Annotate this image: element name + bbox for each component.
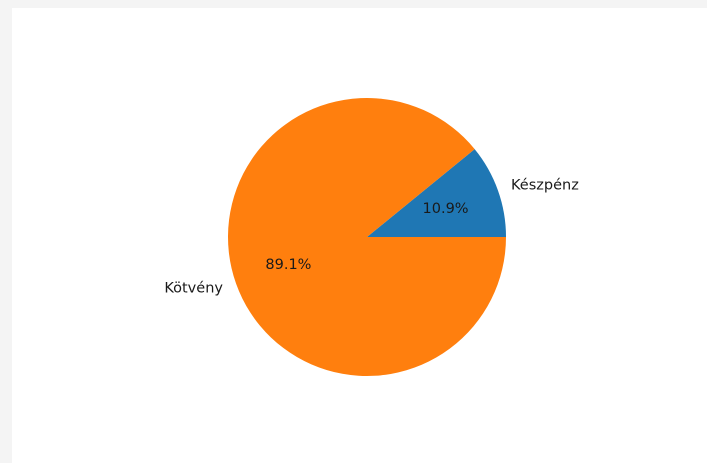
pie-percent-label: 10.9% [423,201,469,217]
pie-labels: Készpénz 10.9% Kötvény 89.1% [164,178,578,297]
pie-slice-kotveny [228,98,506,377]
pie-slice-keszpenz [367,149,506,237]
pie-category-label: Készpénz [511,178,579,194]
pie-category-label: Kötvény [164,280,223,296]
pie-percent-label: 89.1% [265,257,311,273]
pie-slices [228,98,506,377]
